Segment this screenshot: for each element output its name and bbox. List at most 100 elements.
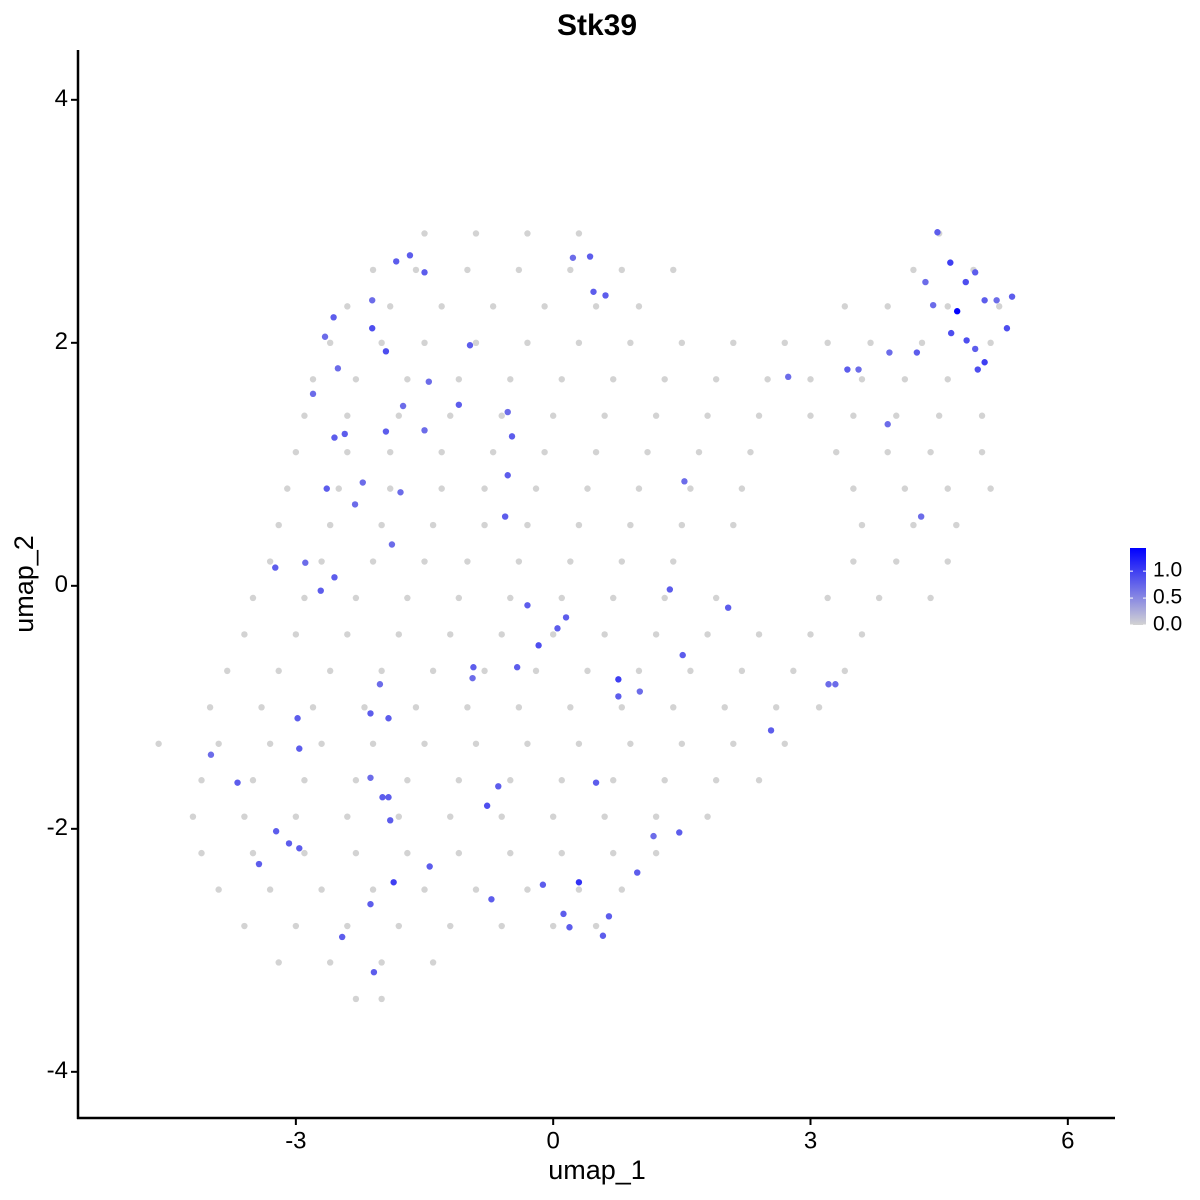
point xyxy=(560,910,567,918)
point xyxy=(935,412,943,419)
point xyxy=(807,412,814,419)
point xyxy=(393,258,400,265)
point xyxy=(944,376,951,383)
point xyxy=(390,879,397,886)
point xyxy=(855,366,862,373)
point xyxy=(738,667,746,675)
point xyxy=(455,849,463,857)
point xyxy=(678,521,686,529)
point xyxy=(554,625,561,632)
points xyxy=(155,229,1016,1003)
point xyxy=(498,922,505,930)
point xyxy=(724,604,732,611)
point xyxy=(539,881,547,888)
point xyxy=(344,412,351,419)
point xyxy=(785,373,792,381)
point xyxy=(404,777,411,784)
point xyxy=(447,813,454,820)
point xyxy=(963,337,970,344)
colorbar-tick-label: 0.0 xyxy=(1153,613,1182,636)
point xyxy=(241,631,248,638)
point xyxy=(541,303,548,310)
point xyxy=(352,995,360,1003)
y-tick-label: 0 xyxy=(55,571,68,598)
point xyxy=(464,558,471,565)
point xyxy=(524,886,531,893)
point xyxy=(978,448,986,456)
point xyxy=(155,740,162,747)
point xyxy=(404,594,411,602)
point xyxy=(481,485,488,492)
point xyxy=(602,292,609,299)
point xyxy=(284,485,291,492)
point xyxy=(1008,293,1016,300)
point xyxy=(302,559,309,566)
point xyxy=(369,266,377,274)
point xyxy=(634,869,641,876)
point xyxy=(412,704,420,711)
point xyxy=(532,485,540,492)
point xyxy=(618,558,626,565)
point xyxy=(615,676,622,683)
point xyxy=(421,230,428,237)
x-tick-label: 0 xyxy=(547,1127,560,1154)
point xyxy=(421,339,428,347)
point xyxy=(498,631,505,638)
point xyxy=(455,376,463,383)
point xyxy=(953,521,960,529)
point xyxy=(676,829,683,836)
point xyxy=(929,301,937,309)
point xyxy=(378,959,385,966)
point xyxy=(421,269,428,276)
point xyxy=(455,594,463,602)
point xyxy=(382,428,390,435)
point xyxy=(599,932,607,939)
point xyxy=(610,849,617,857)
point xyxy=(650,832,657,840)
point xyxy=(901,376,909,383)
point xyxy=(772,704,780,711)
point xyxy=(507,777,514,784)
point xyxy=(275,667,282,675)
point xyxy=(438,448,445,456)
point xyxy=(206,704,214,711)
point xyxy=(367,710,374,717)
point xyxy=(661,777,668,784)
point xyxy=(858,521,866,529)
point xyxy=(378,521,385,529)
point xyxy=(549,922,557,930)
point xyxy=(472,886,480,893)
point xyxy=(592,922,600,930)
point xyxy=(867,339,874,347)
point xyxy=(644,448,651,456)
point xyxy=(618,886,626,893)
point xyxy=(635,303,643,310)
point xyxy=(562,614,570,621)
point xyxy=(455,401,463,408)
point xyxy=(695,448,703,456)
point xyxy=(466,342,474,349)
point xyxy=(472,339,480,347)
point xyxy=(455,777,463,784)
y-tick-label: 4 xyxy=(55,85,68,112)
point xyxy=(833,448,840,456)
point xyxy=(601,631,608,638)
point xyxy=(566,924,573,931)
point xyxy=(294,715,301,722)
point xyxy=(944,303,951,310)
point xyxy=(652,849,660,857)
point xyxy=(953,308,961,315)
point xyxy=(910,521,917,529)
point xyxy=(495,783,502,790)
point xyxy=(567,266,574,274)
point xyxy=(549,412,557,419)
point xyxy=(241,922,248,930)
x-axis-title: umap_1 xyxy=(548,1155,646,1185)
point xyxy=(425,378,433,385)
point xyxy=(369,886,377,893)
point xyxy=(592,448,600,456)
point xyxy=(399,402,407,410)
point xyxy=(507,594,514,602)
point xyxy=(618,266,626,274)
